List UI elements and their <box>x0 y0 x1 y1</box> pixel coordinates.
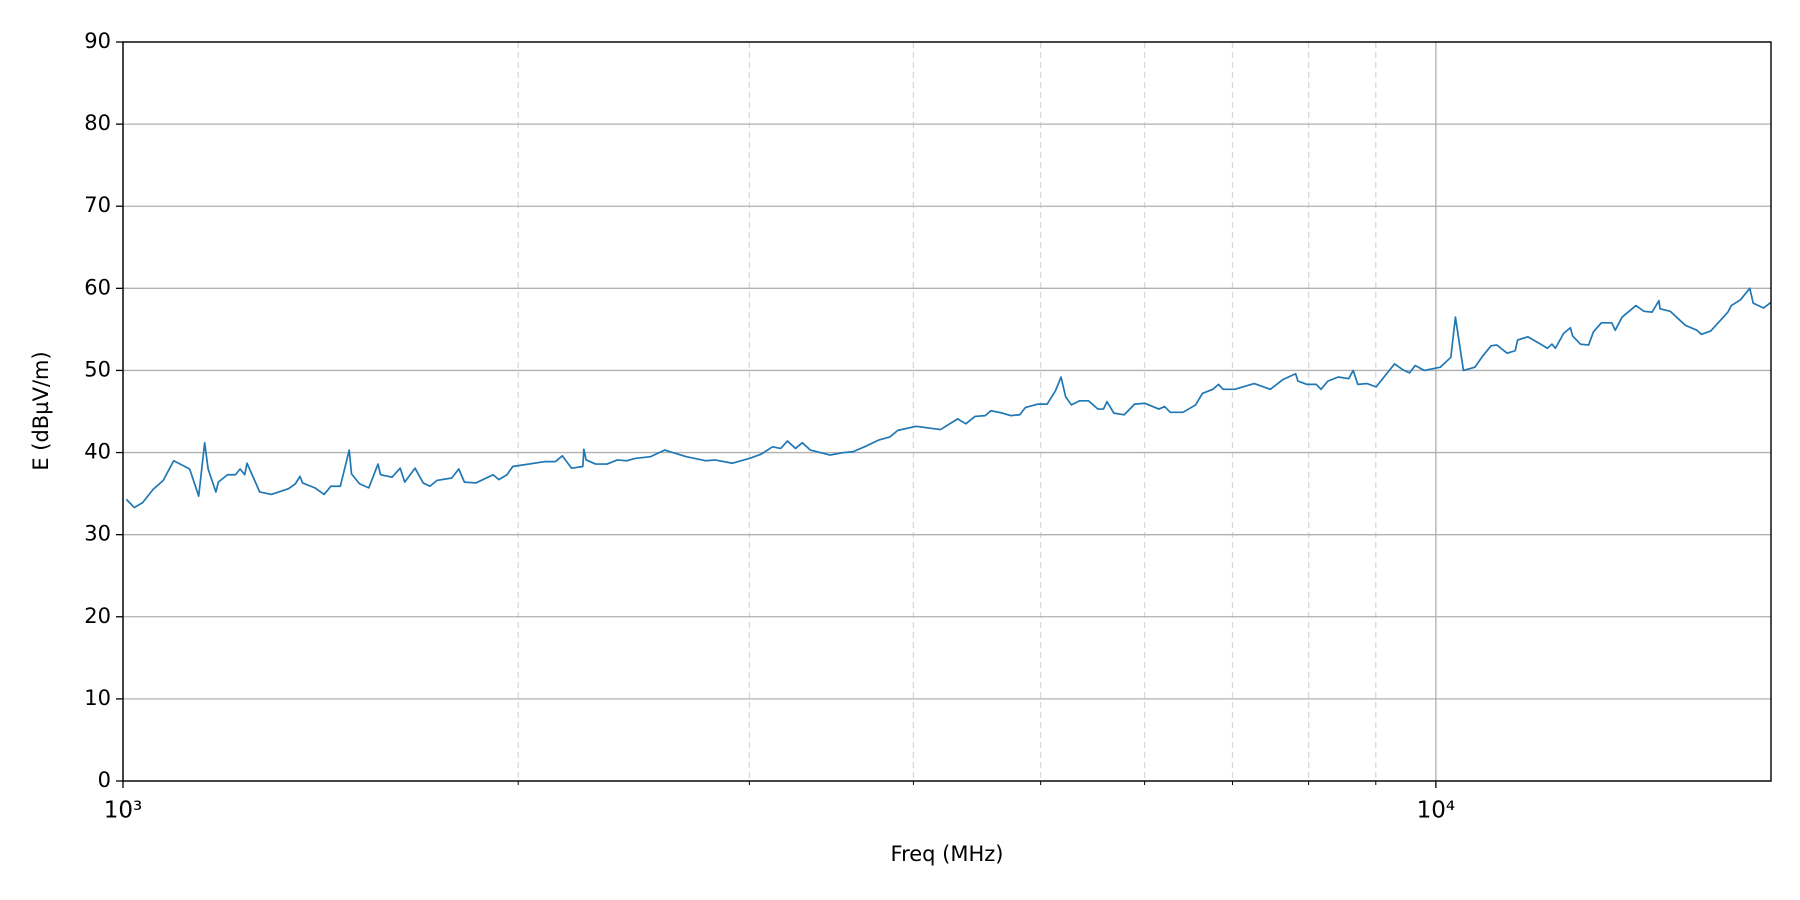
y-tick-label: 40 <box>84 440 111 464</box>
y-axis-label: E (dBµV/m) <box>29 351 53 470</box>
y-tick-label: 70 <box>84 193 111 217</box>
y-tick-label: 30 <box>84 522 111 546</box>
y-tick-label: 60 <box>84 275 111 299</box>
x-tick-label: 10⁴ <box>1417 798 1456 824</box>
y-tick-label: 20 <box>84 604 111 628</box>
y-tick-label: 10 <box>84 686 111 710</box>
y-tick-label: 90 <box>84 29 111 53</box>
x-tick-label: 10³ <box>104 798 143 824</box>
y-tick-label: 50 <box>84 357 111 381</box>
data-line <box>125 287 1772 509</box>
y-tick-label: 80 <box>84 111 111 135</box>
y-tick-label: 0 <box>98 768 111 792</box>
plot-frame <box>122 41 1772 782</box>
x-axis-label: Freq (MHz) <box>891 842 1004 866</box>
